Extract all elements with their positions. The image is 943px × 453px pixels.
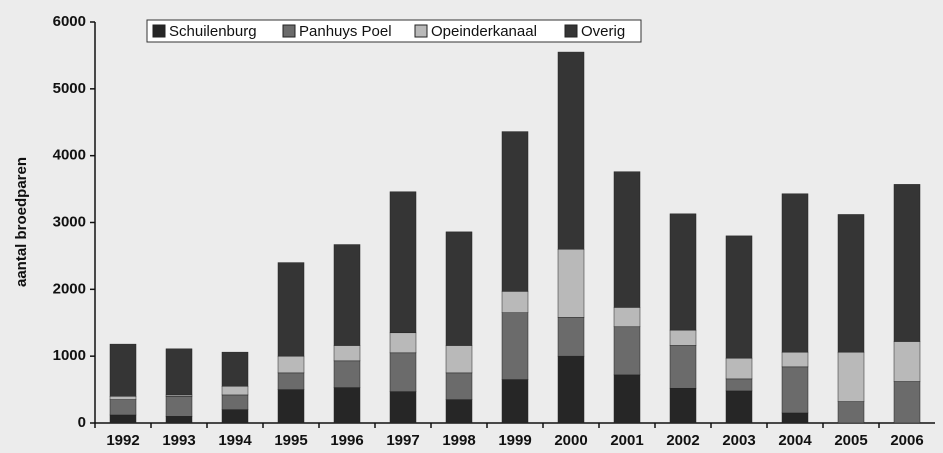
- y-tick-label: 0: [78, 414, 86, 431]
- bar-segment: [725, 378, 753, 392]
- legend-swatch: [564, 24, 578, 38]
- bar-segment: [669, 387, 697, 424]
- bar-segment: [109, 399, 137, 416]
- x-tick-label: 1994: [218, 432, 252, 449]
- bar-segment: [165, 396, 193, 417]
- bar-segment: [221, 409, 249, 424]
- bar-segment: [613, 326, 641, 376]
- bar-segment: [669, 213, 697, 331]
- bar-segment: [501, 291, 529, 313]
- y-tick-label: 4000: [53, 147, 86, 164]
- bar-segment: [837, 351, 865, 402]
- x-tick-label: 1996: [330, 432, 363, 449]
- x-tick-label: 2006: [890, 432, 923, 449]
- x-tick-label: 2003: [722, 432, 755, 449]
- bar-segment: [557, 51, 585, 250]
- bar-segment: [725, 390, 753, 424]
- bar-segment: [501, 131, 529, 292]
- x-tick-label: 1993: [162, 432, 195, 449]
- legend-label: Overig: [581, 23, 625, 40]
- y-tick-label: 5000: [53, 80, 86, 97]
- legend-label: Opeinderkanaal: [431, 23, 537, 40]
- legend-swatch: [282, 24, 296, 38]
- bar-segment: [893, 341, 921, 382]
- legend-swatch: [152, 24, 166, 38]
- bar-segment: [333, 345, 361, 362]
- legend-label: Schuilenburg: [169, 23, 257, 40]
- bar-segment: [165, 416, 193, 424]
- bar-segment: [445, 231, 473, 346]
- x-tick-label: 2005: [834, 432, 867, 449]
- bar-segment: [781, 366, 809, 414]
- y-axis-label: aantal broedparen: [13, 157, 30, 287]
- bar-segment: [277, 262, 305, 357]
- bar-segment: [445, 372, 473, 400]
- bar-segment: [389, 332, 417, 354]
- y-tick-label: 6000: [53, 13, 86, 30]
- bar-segment: [445, 345, 473, 374]
- bar-segment: [389, 352, 417, 392]
- bar-segment: [109, 396, 137, 400]
- y-tick-label: 2000: [53, 280, 86, 297]
- bar-segment: [221, 385, 249, 396]
- bar-segment: [837, 214, 865, 353]
- x-tick-label: 2000: [554, 432, 587, 449]
- x-tick-label: 1995: [274, 432, 307, 449]
- x-tick-label: 2001: [610, 432, 643, 449]
- x-tick-label: 1999: [498, 432, 531, 449]
- x-tick-label: 1992: [106, 432, 139, 449]
- x-tick-label: 2002: [666, 432, 699, 449]
- bar-segment: [277, 355, 305, 374]
- bar-segment: [669, 345, 697, 389]
- bar-segment: [669, 329, 697, 346]
- bar-segment: [389, 191, 417, 334]
- bar-segment: [837, 401, 865, 424]
- legend-label: Panhuys Poel: [299, 23, 392, 40]
- x-tick-label: 1997: [386, 432, 419, 449]
- bar-segment: [893, 184, 921, 342]
- bar-segment: [389, 391, 417, 424]
- bar-segment: [557, 248, 585, 318]
- bar-segment: [277, 389, 305, 424]
- bar-segment: [781, 193, 809, 353]
- legend-swatch: [414, 24, 428, 38]
- bar-segment: [501, 312, 529, 380]
- bar-segment: [333, 387, 361, 424]
- bar-segment: [109, 343, 137, 397]
- bar-segment: [109, 414, 137, 424]
- bar-segment: [221, 351, 249, 387]
- bar-segment: [613, 374, 641, 424]
- bar-segment: [725, 235, 753, 359]
- x-tick-label: 1998: [442, 432, 475, 449]
- bar-segment: [501, 379, 529, 424]
- legend-box: [146, 19, 642, 43]
- bar-segment: [277, 372, 305, 390]
- bar-segment: [333, 244, 361, 346]
- bar-segment: [781, 351, 809, 368]
- bar-segment: [165, 348, 193, 396]
- bar-segment: [557, 317, 585, 357]
- bar-segment: [613, 171, 641, 308]
- x-tick-label: 2004: [778, 432, 812, 449]
- y-tick-label: 1000: [53, 347, 86, 364]
- bar-segment: [613, 307, 641, 328]
- bar-segment: [893, 381, 921, 424]
- bar-segment: [445, 399, 473, 424]
- bar-segment: [725, 357, 753, 380]
- bar-segment: [557, 355, 585, 424]
- bar-segment: [781, 412, 809, 424]
- bar-segment: [333, 360, 361, 388]
- bar-segment: [221, 394, 249, 410]
- y-tick-label: 3000: [53, 213, 86, 230]
